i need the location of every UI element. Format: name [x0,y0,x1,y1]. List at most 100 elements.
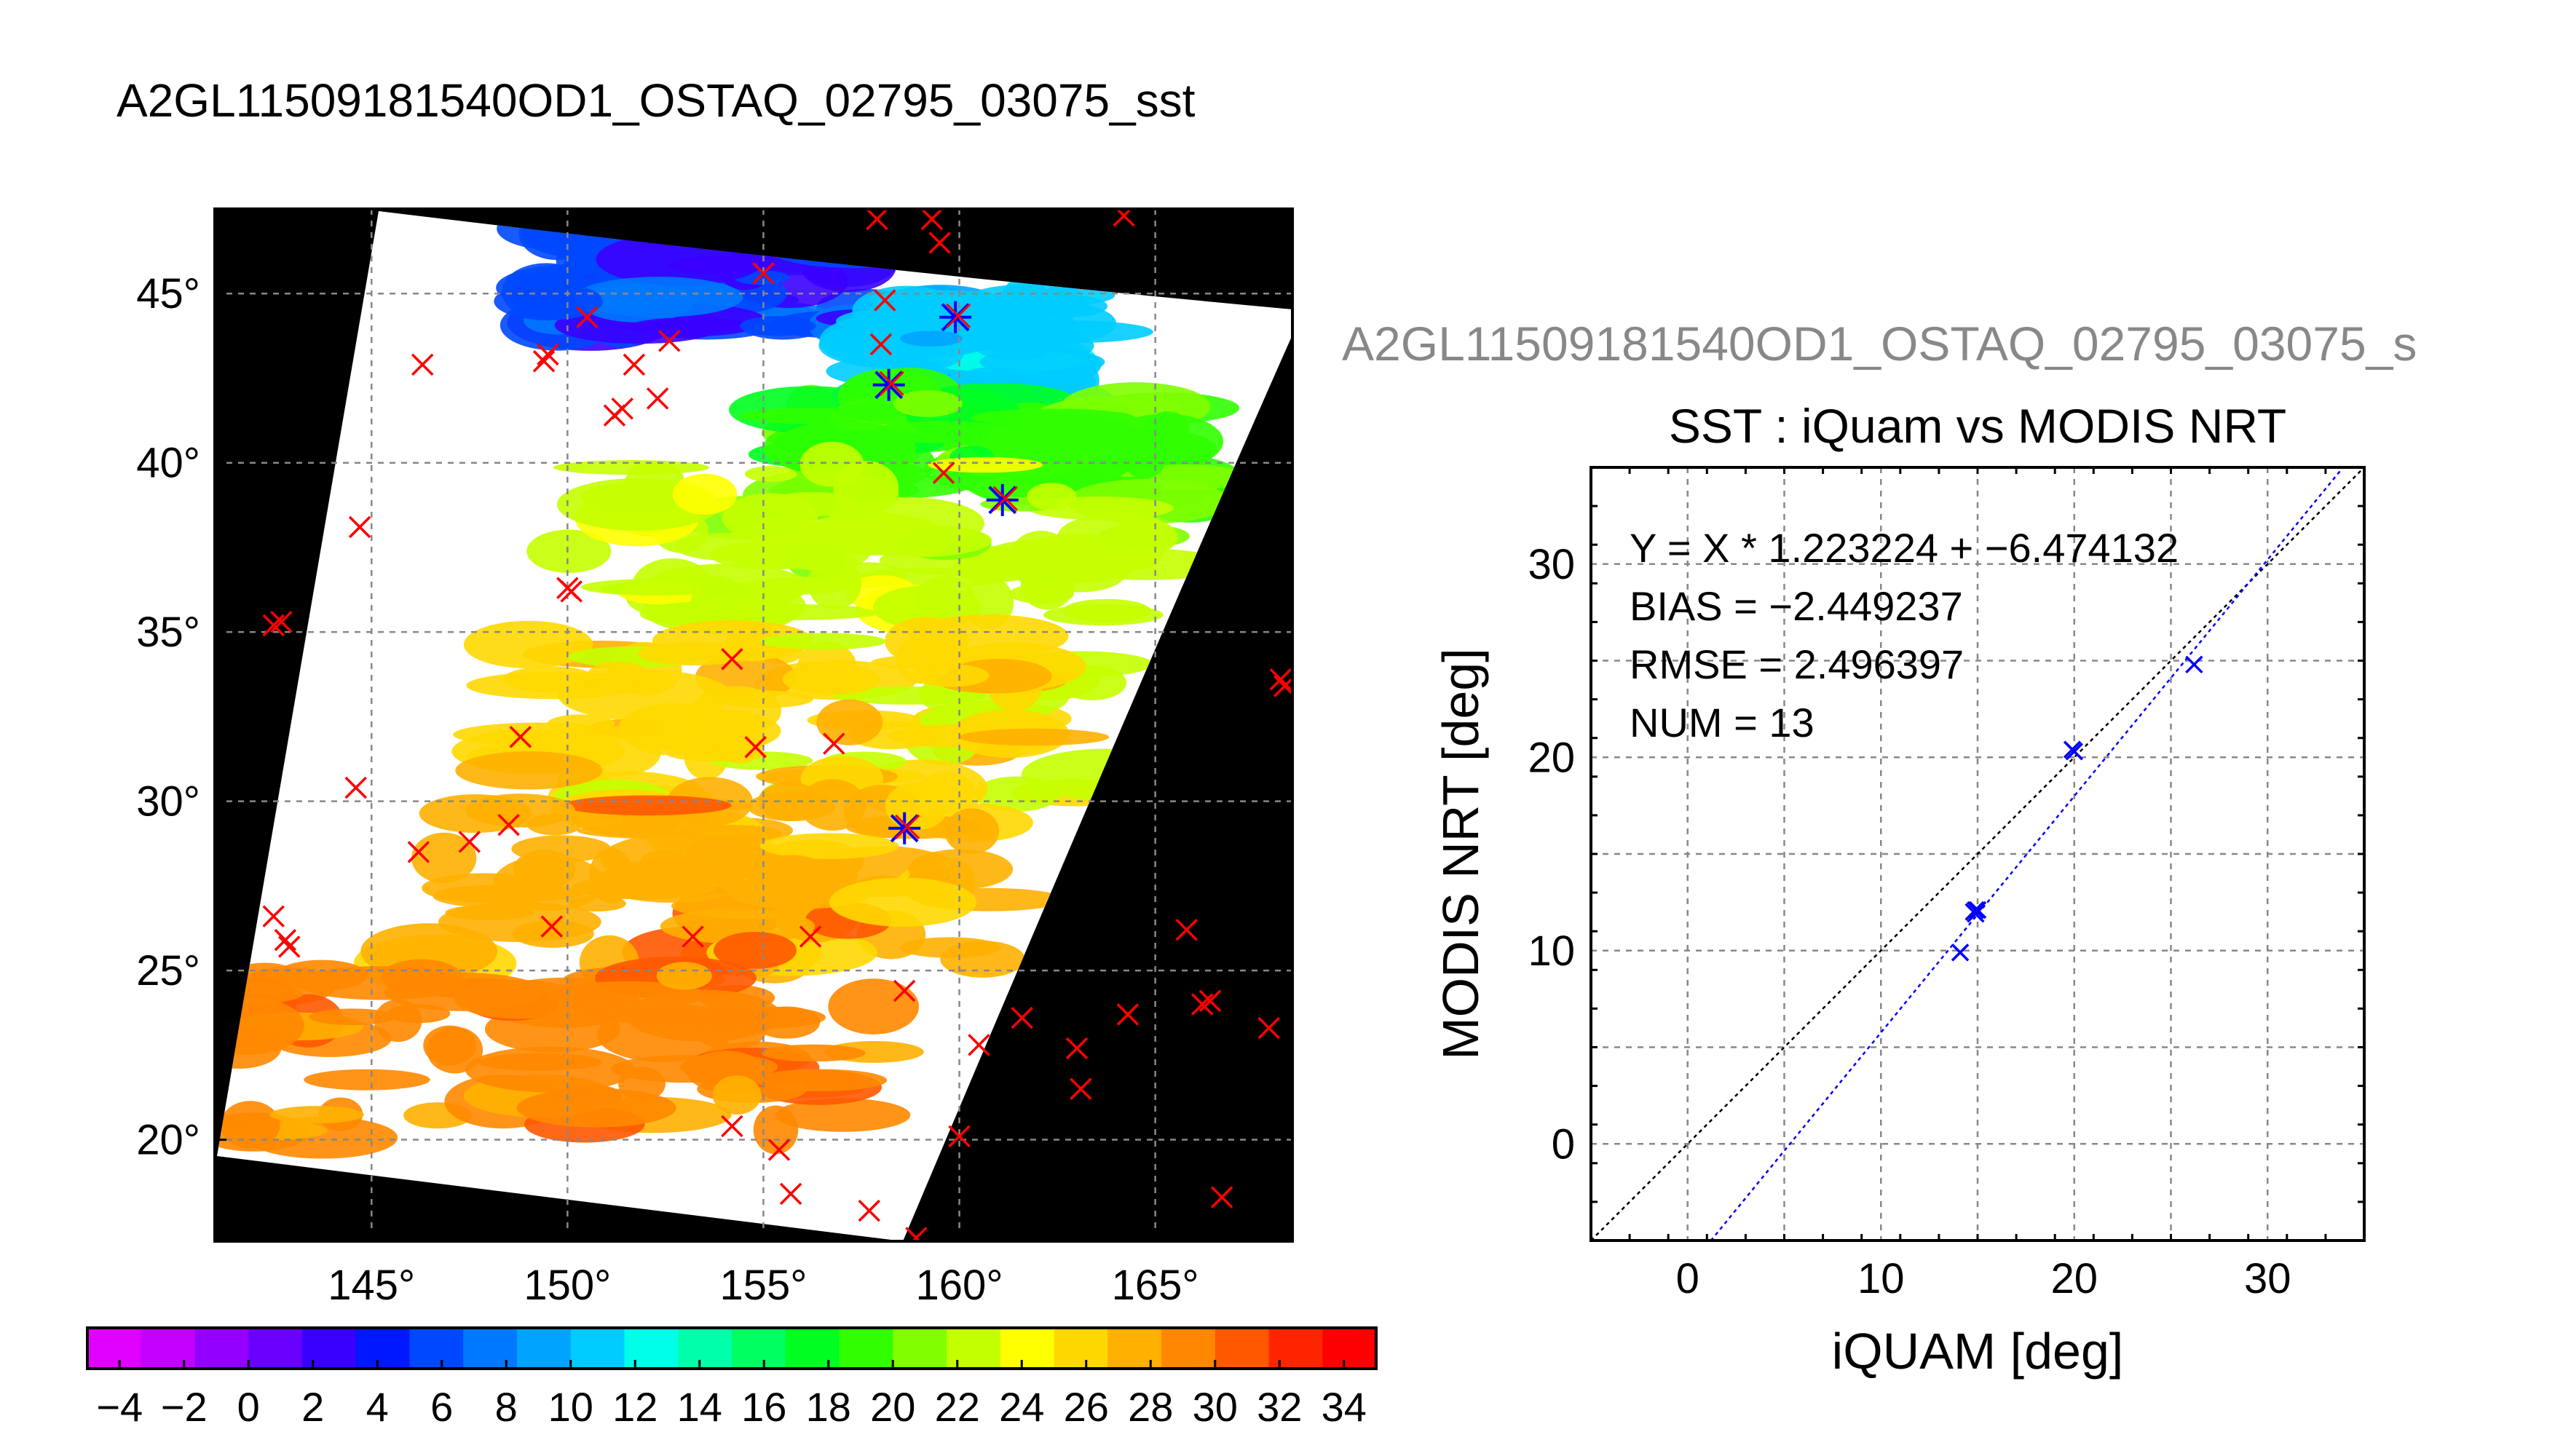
map-x-tick-label: 165° [1112,1262,1199,1309]
buoy-marker [411,353,434,376]
map-y-tick-label: 20° [136,1117,200,1164]
sst-patch [455,751,603,790]
scatter-point [1951,943,1970,962]
sst-patch [454,979,583,1019]
buoy-marker [658,330,681,352]
scatter-point-stroke-b [1951,943,1970,962]
page-title: A2GL11509181540OD1_OSTAQ_02795_03075_sst [117,74,1196,127]
sst-patch [744,466,797,482]
colorbar-tick-label: 6 [430,1384,453,1430]
colorbar-tick-label: 10 [548,1384,593,1430]
buoy-marker [858,1199,881,1222]
sst-patch [893,390,963,417]
buoy-marker [869,333,893,356]
colorbar-cell [517,1328,572,1369]
sst-patch [899,937,1001,958]
sst-patch [714,931,797,969]
buoy-marker-stroke-b [721,1115,743,1138]
buoy-marker-stroke-b [509,726,532,748]
colorbar-cells [87,1328,1377,1369]
sst-patch [628,708,781,753]
sst-patch [304,1069,430,1091]
colorbar-cell [893,1328,947,1369]
map-x-tick-label: 145° [328,1262,415,1309]
buoy-marker-stroke-b [348,515,371,539]
sst-patch [746,855,835,909]
buoy-marker-stroke-b [858,1199,881,1222]
scatter-point-stroke-b [1968,901,1987,919]
sst-patch [782,663,880,695]
map-x-tick-label: 155° [719,1262,807,1309]
buoy-marker-stroke-b [532,349,556,373]
buoy-marker [348,515,371,539]
buoy-marker-stroke-b [932,462,955,484]
buoy-marker-stroke-b [823,732,845,755]
buoy-marker [1257,1016,1280,1040]
sst-patch [712,1075,762,1115]
sst-patch [427,1026,483,1074]
buoy-marker [799,925,822,948]
buoy-marker [1269,668,1292,691]
buoy-marker [611,397,633,420]
colorbar-tick-label: 4 [366,1384,389,1430]
colorbar-tick-label: 26 [1064,1384,1109,1430]
buoy-marker-stroke-b [497,813,520,836]
colorbar-tick-label: 20 [870,1384,915,1430]
buoy-marker-stroke-b [1175,919,1198,941]
sst-patch [900,331,963,347]
colorbar-tick-label: 24 [999,1384,1044,1430]
sst-patch [759,833,899,859]
colorbar-cell [409,1328,465,1369]
matchup-markers [872,301,1019,844]
identity-line [1591,467,2364,1241]
buoy-marker [928,232,951,254]
colorbar-cell [141,1328,196,1369]
buoy-marker [532,349,556,373]
colorbar-tick-label: 8 [495,1384,518,1430]
scatter-y-tick-label: 0 [1552,1120,1575,1168]
matchup-marker [888,812,921,844]
buoy-marker [278,935,301,958]
sst-patch [1062,598,1151,622]
buoy-marker [682,925,704,948]
buoy-marker [893,979,916,1002]
map-x-tick-label: 150° [524,1262,611,1309]
sst-patch [1014,534,1145,583]
buoy-marker [1210,1186,1233,1208]
map-y-tick-label: 25° [136,947,200,994]
sst-patch [908,849,1014,890]
matchup-red-cross [992,486,1018,511]
colorbar-cell [1268,1328,1324,1369]
sst-patch [754,1069,888,1092]
sst-patch [928,456,1043,473]
colorbar-cell [1161,1328,1216,1369]
buoy-marker [1190,993,1214,1016]
sst-patch [816,699,883,745]
sst-patch [959,728,1110,746]
sst-patch [870,421,1012,443]
buoy-marker [344,776,367,799]
sst-patch [494,282,603,320]
buoy-marker [1198,989,1222,1013]
scatter-lines [1591,467,2364,1241]
buoy-marker [866,209,888,231]
map-x-tick-label: 160° [916,1262,1003,1309]
buoy-marker-stroke-b [407,841,430,863]
buoy-markers [262,209,1292,1241]
sst-patch [493,855,607,911]
buoy-marker-stroke-b [799,925,822,948]
matchup-red-cross-stroke-b [946,303,971,328]
matchup-red-cross-stroke-b [895,814,920,839]
scatter-xlabel: iQUAM [deg] [1832,1323,2124,1380]
colorbar-tick-label: 14 [677,1384,722,1430]
sst-patch [502,666,599,693]
buoy-marker [744,735,767,759]
buoy-marker-stroke-b [1116,1003,1140,1026]
buoy-marker-stroke-b [1190,993,1214,1016]
buoy-marker-stroke-b [658,330,681,352]
buoy-marker [1113,209,1135,227]
colorbar-cell [1107,1328,1162,1369]
sst-patch [438,901,601,943]
colorbar-ticks: −4 −2 0 2 4 6 8 10 12 14 16 18 20 22 24 26 28 30 32 34 [96,1360,1367,1430]
